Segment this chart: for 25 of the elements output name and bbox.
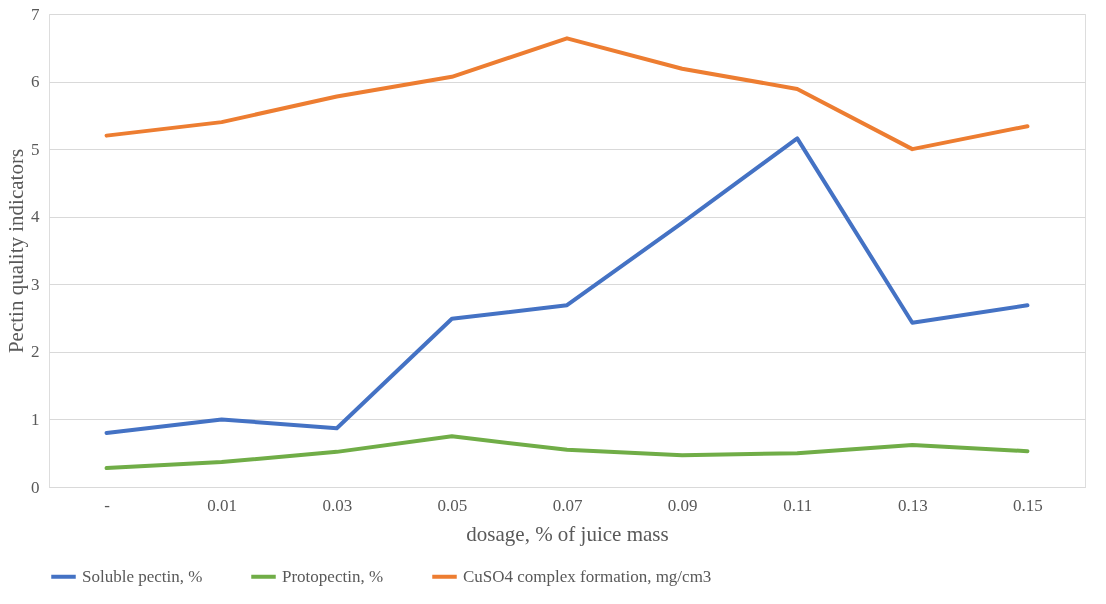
x-tick-label: 0.07: [552, 495, 583, 515]
x-tick-label: 0.11: [783, 495, 813, 515]
y-tick-label: 1: [31, 409, 40, 429]
y-tick-label: 6: [31, 72, 40, 92]
legend-label: Soluble pectin, %: [82, 566, 203, 586]
y-tick-label: 2: [31, 342, 40, 362]
y-tick-label: 0: [31, 477, 40, 497]
line-series: [104, 434, 1030, 471]
y-tick-label: 7: [31, 4, 40, 24]
x-tick-label: 0.13: [897, 495, 928, 515]
y-axis-title: Pectin quality indicators: [4, 148, 28, 354]
legend-label: CuSO4 complex formation, mg/cm3: [463, 566, 712, 586]
x-tick-label: 0.01: [207, 495, 238, 515]
x-tick-label: 0.03: [322, 495, 353, 515]
x-axis-title: dosage, % of juice mass: [466, 521, 669, 546]
line-series: [104, 136, 1030, 435]
x-tick-label: -: [104, 495, 111, 515]
line-series: [104, 36, 1030, 152]
x-tick-label: 0.09: [667, 495, 698, 515]
x-tick-label: 0.05: [437, 495, 468, 515]
y-tick-label: 3: [31, 274, 40, 294]
y-tick-label: 4: [31, 207, 40, 227]
x-tick-label: 0.15: [1013, 495, 1043, 515]
y-tick-label: 5: [31, 139, 40, 159]
legend-label: Protopectin, %: [282, 566, 384, 586]
